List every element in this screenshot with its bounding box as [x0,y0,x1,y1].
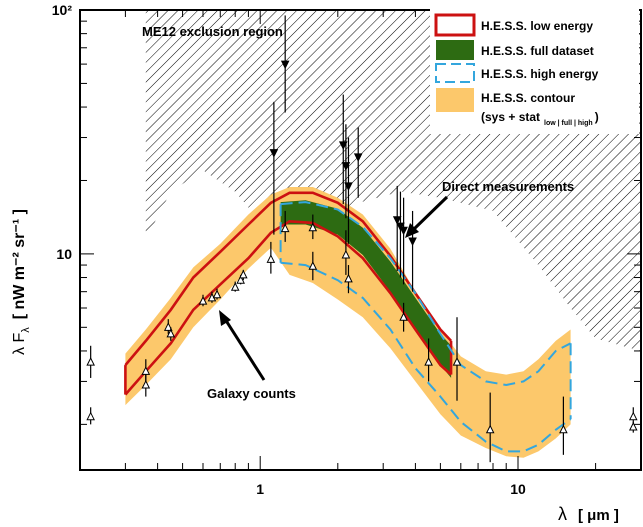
galaxy-count-point [141,366,151,375]
legend-label-contour: H.E.S.S. contour [481,91,575,105]
legend-label-contour-detail: (sys + stat low | full | high) [481,110,599,127]
x-axis-title: λ [ μm ] [558,504,619,524]
galaxy-count-point [198,296,208,305]
y-axis-main: λ F [11,333,28,355]
x-tick-label: 10 [510,481,526,497]
galaxy-count-point [266,254,276,263]
y-tick-label: 10 [56,246,72,262]
direct-measurement-point [269,149,279,158]
legend-label-full: H.E.S.S. full dataset [481,44,594,58]
series-low-lower [124,219,452,396]
galaxy-count-point [163,322,173,331]
galaxy-count-point [308,261,318,270]
svg-text:λ Fλ[ nW m⁻² sr⁻¹ ]: λ Fλ [ nW m⁻² sr⁻¹ ] [11,209,32,355]
series-high-lower [280,261,572,453]
direct-measurement-point [280,60,290,70]
galaxy-count-point [166,328,176,338]
series-high-upper [280,201,572,387]
direct-measurement-point [338,141,348,150]
x-tick-label: 1 [256,481,264,497]
galaxy-count-point [452,356,462,366]
legend-label-high: H.E.S.S. high energy [481,67,599,81]
y-axis-unit: [ nW m⁻² sr⁻¹ ] [11,209,28,319]
galaxy-count-point [628,421,638,431]
y-axis-sub: λ [20,327,32,333]
direct-measurement-point [396,222,405,232]
direct-measurement-point [344,182,353,192]
legend: H.E.S.S. low energy H.E.S.S. full datase… [430,8,639,134]
y-tick-label: 10² [52,2,73,18]
y-axis-title: λ Fλ [ nW m⁻² sr⁻¹ ] [11,209,32,355]
galaxy-count-point [399,312,408,321]
legend-background [430,8,639,134]
galaxy-count-point [344,273,353,283]
direct-measurements-arrow [405,195,449,238]
legend-swatch-high [435,63,475,83]
direct-measurement-point [408,237,417,247]
galaxy-count-point [424,356,433,366]
direct-measurement-point [399,226,408,236]
direct-measurement-point [353,153,363,162]
exclusion-region-label: ME12 exclusion region [142,24,283,39]
legend-swatch-full [436,40,474,60]
galaxy-count-point [559,424,568,434]
legend-swatch-low [434,13,476,37]
galaxy-counts-arrow [219,310,266,381]
galaxy-count-point [308,222,318,232]
galaxy-count-point [485,424,495,434]
x-axis-symbol: λ [558,504,567,524]
galaxy-count-point [280,223,290,233]
direct-measurements-label: Direct measurements [442,179,574,194]
galaxy-counts-label: Galaxy counts [207,386,296,401]
contour-band [125,187,571,458]
series-low-upper [124,191,453,366]
galaxy-count-point [141,379,151,389]
series-full-band [280,200,452,378]
direct-measurement-point [341,162,351,171]
galaxy-count-point [236,275,245,284]
galaxy-count-point [230,282,240,291]
galaxy-count-point [86,356,95,366]
legend-swatch-contour [436,88,474,112]
galaxy-count-point [628,411,638,421]
legend-label-low: H.E.S.S. low energy [481,19,593,33]
galaxy-count-point [212,289,222,299]
galaxy-count-point [86,411,95,421]
direct-measurement-point [392,216,402,225]
galaxy-count-point [341,249,351,259]
galaxy-count-point [239,269,248,279]
x-axis-unit: [ μm ] [578,507,619,524]
plot-frame [79,9,642,471]
